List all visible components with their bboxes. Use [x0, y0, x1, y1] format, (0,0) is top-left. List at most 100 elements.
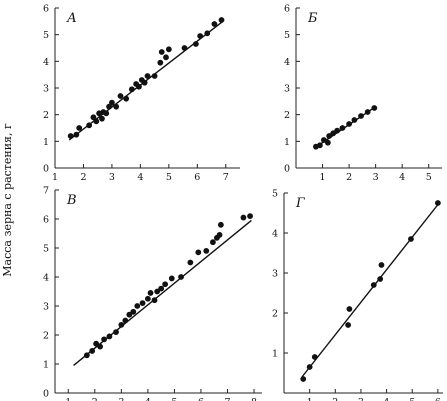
panel-a-data-point: [157, 59, 164, 66]
panel-g-letter: Г: [295, 196, 305, 211]
panel-v-letter: В: [66, 193, 77, 208]
panel-a-y-tick-label: 5: [43, 30, 49, 41]
panel-g-y-tick-label: 1: [272, 349, 278, 360]
panel-v-data-point: [154, 288, 161, 295]
panel-g-y-tick-label: 4: [272, 229, 278, 240]
panel-g-data-point: [377, 276, 384, 282]
panel-g-x-tick-label: 5: [409, 397, 415, 401]
panel-b-y-tick-label: 0: [284, 164, 290, 175]
panel-v-fit-line: [73, 219, 252, 366]
panel-a-data-point: [158, 49, 165, 55]
panel-a-data-point: [109, 99, 115, 106]
panel-b-letter: Б: [307, 11, 318, 26]
panel-v-data-point: [168, 275, 175, 282]
panel-g-y-tick-label: 2: [272, 309, 278, 320]
panel-g-data-point: [378, 262, 385, 268]
panel-b-data-point: [371, 105, 378, 111]
panel-b-data-point: [358, 113, 364, 119]
panel-v-data-point: [210, 239, 216, 246]
panel-v-data-point: [97, 343, 104, 350]
panel-b-data-point: [351, 117, 358, 123]
panel-a-data-point: [141, 79, 148, 86]
panel-a-x-tick-label: 1: [52, 172, 58, 183]
panel-a-data-point: [113, 103, 120, 110]
panel-b-y-tick-label: 2: [284, 110, 290, 121]
panel-a-y-tick-label: 4: [43, 57, 49, 68]
panel-b-y-tick-label: 4: [284, 57, 290, 68]
panel-v-data-point: [118, 321, 125, 328]
panel-b-x-tick-label: 2: [346, 172, 352, 183]
panel-a-x-tick-label: 4: [137, 172, 143, 183]
panel-g-y-tick-label: 3: [272, 269, 278, 280]
panel-v-data-point: [147, 290, 154, 296]
panel-v-data-point: [162, 281, 169, 288]
panel-v-x-tick-label: 8: [251, 397, 257, 401]
panel-v-x-tick-label: 5: [171, 397, 177, 401]
panel-a-y-tick-label: 3: [43, 84, 49, 95]
panel-b-x-tick-label: 3: [373, 172, 379, 183]
panel-v-data-point: [217, 221, 224, 228]
panel-v-data-point: [247, 213, 253, 220]
panel-g-data-point: [306, 364, 313, 370]
panel-v-y-tick-label: 2: [43, 331, 49, 342]
panel-a-data-point: [106, 103, 112, 110]
panel-g-x-tick-label: 1: [307, 397, 313, 401]
panel-g-x-tick-label: 6: [435, 397, 441, 401]
panel-a-data-point: [197, 33, 204, 39]
panel-a-data-point: [103, 110, 110, 117]
panel-v-data-point: [130, 308, 137, 315]
panel-b-y-tick-label: 1: [284, 137, 290, 148]
panel-v: 1 2 3 4 5 6 7 8 0 1 2 3 4 5 6 7 В: [43, 186, 262, 401]
panel-g-data-point: [346, 306, 353, 312]
panel-a-y-tick-label: 0: [43, 164, 49, 175]
panel-a-data-point: [192, 41, 199, 47]
panel-g-data-point: [345, 322, 352, 328]
panel-v-data-point: [126, 311, 133, 318]
panel-v-x-tick-label: 7: [224, 397, 230, 401]
panel-g-data-point: [408, 236, 414, 242]
panel-a-data-point: [165, 46, 172, 53]
panel-b-y-tick-label: 3: [284, 84, 290, 95]
panel-v-x-tick-label: 6: [198, 397, 204, 401]
panel-v-data-point: [139, 300, 146, 306]
panel-v-data-point: [106, 333, 113, 340]
panel-v-y-tick-label: 4: [43, 273, 49, 284]
panel-b-y-tick-label: 5: [284, 30, 290, 41]
panel-v-data-point: [151, 297, 158, 304]
panel-a-data-point: [136, 83, 142, 90]
panel-g-y-tick-label: 5: [272, 189, 278, 200]
panel-a-letter: А: [66, 11, 77, 26]
panel-g-x-tick-label: 4: [384, 397, 390, 401]
panel-a-data-point: [123, 95, 130, 102]
panel-a-x-tick-label: 3: [109, 172, 115, 183]
panel-v-data-point: [158, 285, 165, 292]
panel-v-x-tick-label: 3: [118, 397, 124, 401]
panel-a-data-point: [67, 133, 74, 139]
panel-a-data-point: [163, 54, 169, 61]
panel-b-x-tick-label: 4: [399, 172, 405, 183]
panel-g: 1 2 3 4 5 6 1 2 3 4 5 Г: [272, 189, 443, 401]
panel-a-data-point: [151, 73, 158, 79]
panel-a-data-point: [99, 115, 105, 122]
panel-v-data-point: [134, 303, 141, 309]
panel-g-data-point: [300, 376, 307, 382]
panel-v-data-point: [122, 317, 129, 324]
panel-b-data-point: [364, 109, 371, 115]
panel-g-x-tick-label: 2: [332, 397, 338, 401]
panel-a-data-point: [218, 17, 225, 23]
panel-g-x-tick-label: 3: [358, 397, 364, 401]
panel-g-data-point: [434, 200, 441, 206]
panel-v-data-point: [113, 329, 119, 335]
panel-v-data-point: [203, 248, 210, 254]
panel-b-x-tick-label: 5: [426, 172, 432, 183]
panel-b-x-tick-label: 1: [320, 172, 326, 183]
panel-b-y-tick-label: 6: [284, 4, 290, 15]
panel-v-data-point: [195, 249, 202, 256]
panel-a-data-point: [73, 131, 80, 138]
panel-v-data-point: [101, 336, 107, 343]
panel-b-data-point: [324, 139, 331, 146]
panel-a-y-tick-label: 6: [43, 4, 49, 15]
panel-v-data-point: [240, 214, 247, 221]
